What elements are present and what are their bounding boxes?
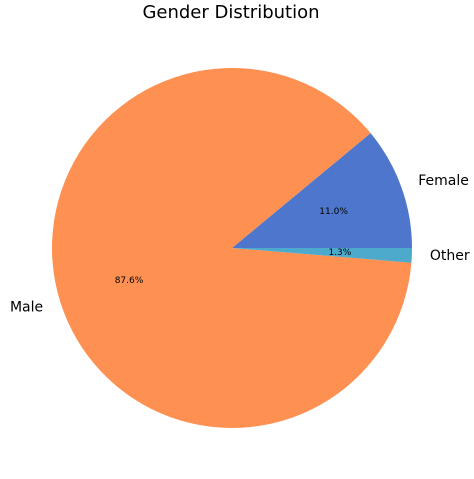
slice-label: Female (418, 173, 469, 189)
pie-slice (52, 68, 412, 429)
slice-label: Other (430, 248, 470, 264)
slice-label: Male (10, 299, 43, 315)
pie-slice (232, 248, 412, 263)
percent-label: 11.0% (319, 207, 348, 217)
percent-label: 1.3% (328, 248, 351, 258)
chart-title: Gender Distribution (142, 2, 319, 23)
pie-slice (232, 133, 412, 248)
percent-label: 87.6% (115, 276, 144, 286)
